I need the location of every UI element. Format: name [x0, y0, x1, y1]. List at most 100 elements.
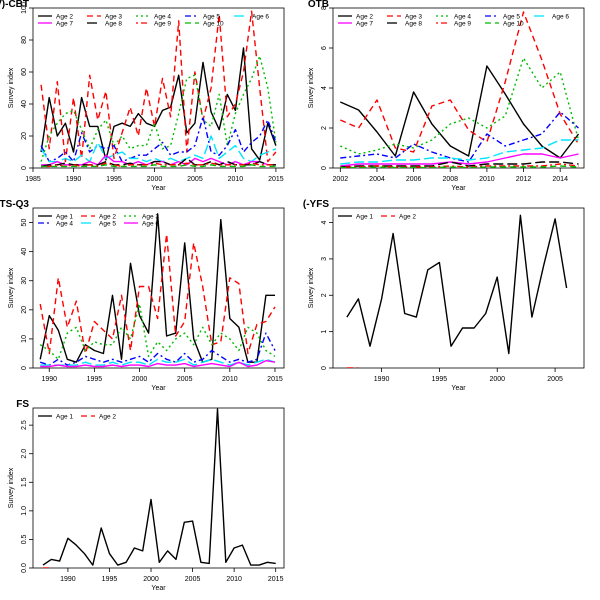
x-tick-label: 2015: [268, 576, 284, 583]
y-tick-label: 50: [21, 219, 28, 227]
legend-label: Age 2: [56, 14, 73, 21]
panel-title: V)-CBT: [0, 0, 29, 10]
y-tick-label: 8: [321, 6, 328, 10]
legend-label: Age 2: [399, 214, 416, 221]
x-tick-label: 2005: [547, 376, 563, 383]
series-line-age-1: [39, 213, 275, 363]
x-tick-label: 2012: [516, 176, 532, 183]
y-tick-label: 20: [21, 306, 28, 314]
x-tick-label: 1990: [41, 376, 57, 383]
series-line-age-9: [41, 162, 276, 168]
x-tick-label: 2005: [185, 576, 201, 583]
series-line-age-5: [340, 111, 579, 163]
x-axis-label: Year: [151, 185, 166, 192]
series-line-age-6: [40, 135, 277, 163]
legend-label: Age 4: [56, 221, 73, 228]
x-tick-label: 1990: [374, 376, 390, 383]
legend: Age 1 Age 2 Age 3 Age 4 Age 5 Age 6: [38, 214, 159, 228]
x-axis-label: Year: [451, 185, 466, 192]
legend-label: Age 1: [356, 214, 373, 221]
x-tick-label: 2005: [177, 376, 193, 383]
series-line-age-6: [340, 139, 579, 165]
x-tick-label: 2000: [489, 376, 505, 383]
x-tick-label: 1995: [87, 376, 103, 383]
x-tick-label: 2008: [442, 176, 458, 183]
series-line-age-3: [40, 10, 277, 163]
y-tick-label: 0.0: [21, 563, 28, 573]
series-line-age-3: [340, 11, 580, 153]
x-axis-label: Year: [151, 385, 166, 392]
plot-frame: [32, 407, 285, 569]
legend-label: Age 5: [503, 14, 520, 21]
series-group: [42, 408, 276, 568]
y-tick-label: 30: [21, 277, 28, 285]
y-tick-label: 0.5: [21, 534, 28, 544]
legend-label: Age 8: [405, 21, 422, 28]
legend: Age 2 Age 3 Age 4 Age 5 Age 6 Age 7 Age 8 Age 9…: [338, 14, 569, 28]
legend: Age 2 Age 3 Age 4 Age 5 Age 6 Age 7 Age 8 Age 9…: [38, 14, 269, 28]
y-tick-label: 0: [321, 166, 328, 170]
panel-title: BTS-Q3: [0, 199, 29, 210]
y-axis-label: Survey index: [308, 267, 315, 308]
x-tick-label: 1995: [106, 176, 122, 183]
series-line-age-4: [340, 57, 580, 155]
y-tick-label: 2.5: [21, 420, 28, 430]
panel-otb: OTB 2002 2004 2006 2008 2010 2012 2014 0 2 4 6 8 Year…: [308, 0, 585, 192]
y-tick-label: 60: [21, 68, 28, 76]
legend-label: Age 6: [142, 221, 159, 228]
legend-label: Age 9: [154, 21, 171, 28]
legend-label: Age 4: [154, 14, 171, 21]
x-tick-label: 2000: [132, 376, 148, 383]
series-line-age-1: [346, 214, 568, 355]
panel-fs: FS 1990 1995 2000 2005 2010 2015 0.0 0.5 1.0 1.5 2.…: [8, 399, 285, 592]
series-line-age-2: [39, 233, 276, 355]
y-tick-label: 40: [21, 100, 28, 108]
y-tick-label: 6: [321, 46, 328, 50]
series-line-age-2: [340, 65, 580, 159]
y-tick-label: 0: [321, 366, 328, 370]
legend-label: Age 2: [99, 214, 116, 221]
x-tick-label: 2000: [147, 176, 163, 183]
y-tick-label: 10: [21, 335, 28, 343]
y-tick-label: 3: [321, 257, 328, 261]
series-group: [346, 214, 568, 368]
legend: Age 1 Age 2: [38, 414, 116, 421]
legend-label: Age 5: [99, 221, 116, 228]
panel-yfs: (-YFS 1990 1995 2000 2005 0 1 2 3 4 Year Survey ind…: [303, 199, 585, 392]
series-line-age-6: [40, 360, 276, 368]
legend-label: Age 7: [56, 21, 73, 28]
legend-label: Age 6: [252, 14, 269, 21]
series-line-age-4: [39, 332, 276, 366]
legend-label: Age 5: [203, 14, 220, 21]
legend-label: Age 2: [356, 14, 373, 21]
x-tick-label: 2000: [143, 576, 159, 583]
legend-label: Age 3: [142, 214, 159, 221]
panel-title: (-YFS: [303, 199, 329, 210]
series-line-age-9: [340, 163, 579, 168]
legend-label: Age 4: [454, 14, 471, 21]
x-axis-label: Year: [151, 585, 166, 592]
series-line-age-1: [42, 408, 276, 566]
legend-label: Age 1: [56, 414, 73, 421]
x-tick-label: 2014: [552, 176, 568, 183]
series-group: [40, 10, 277, 168]
panel-title: FS: [16, 399, 29, 410]
legend-label: Age 7: [356, 21, 373, 28]
series-line-age-8: [340, 161, 579, 168]
x-tick-label: 2006: [406, 176, 422, 183]
legend-label: Age 10: [503, 21, 524, 28]
legend-label: Age 1: [56, 214, 73, 221]
legend-label: Age 3: [105, 14, 122, 21]
legend: Age 1 Age 2: [338, 214, 416, 221]
plot-frame: [32, 7, 285, 169]
x-tick-label: 2010: [228, 176, 244, 183]
y-tick-label: 1.0: [21, 506, 28, 516]
y-tick-label: 4: [321, 86, 328, 90]
series-line-age-3: [39, 303, 276, 360]
x-axis-label: Year: [451, 385, 466, 392]
x-tick-label: 2002: [333, 176, 349, 183]
y-tick-label: 2: [321, 293, 328, 297]
x-tick-label: 2004: [369, 176, 385, 183]
